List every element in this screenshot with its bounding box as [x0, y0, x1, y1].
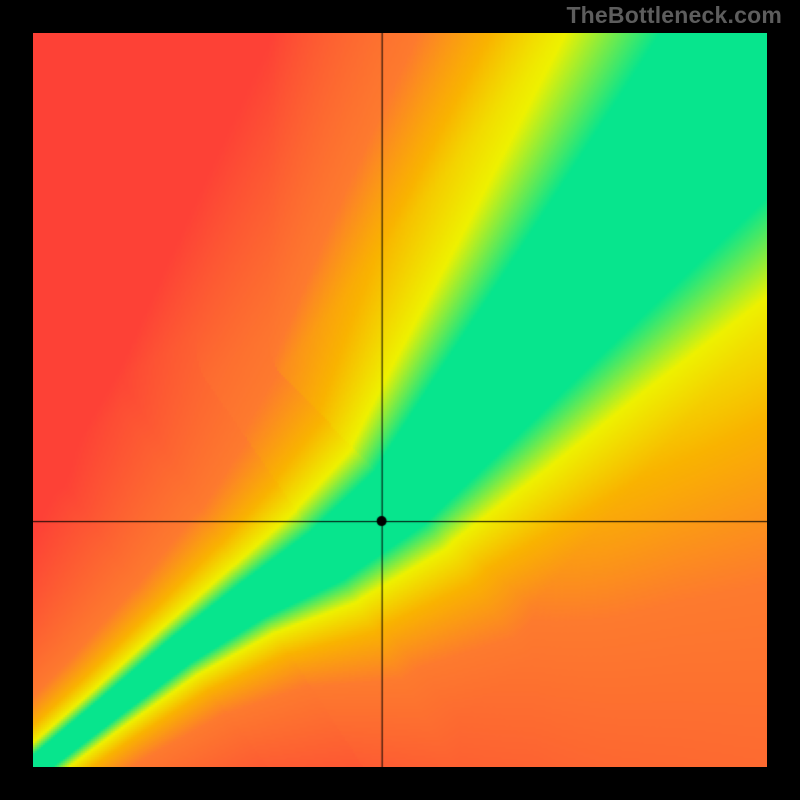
heatmap-canvas	[33, 33, 767, 767]
watermark-text: TheBottleneck.com	[566, 2, 782, 29]
chart-container: TheBottleneck.com	[0, 0, 800, 800]
plot-area	[33, 33, 767, 767]
